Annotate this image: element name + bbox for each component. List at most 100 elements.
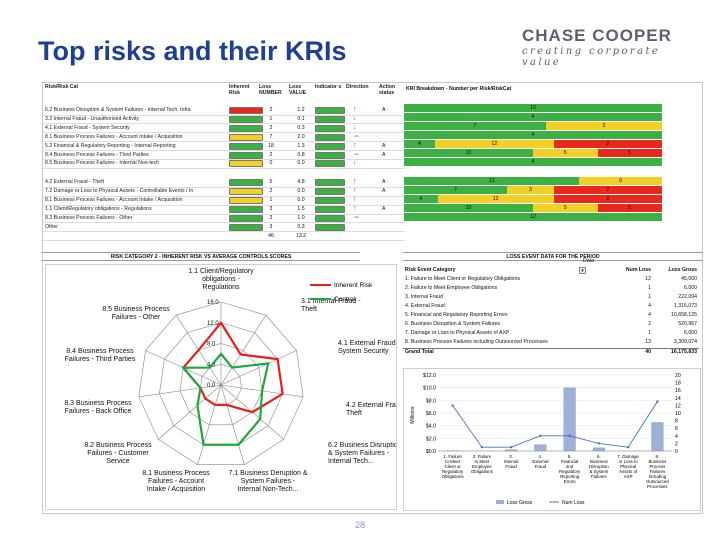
slide-title: Top risks and their KRIs <box>38 36 347 66</box>
pivot-num-loss: 2 <box>648 321 651 327</box>
radar-axis-label: 8.4 Business Process Failures - Third Par… <box>65 348 136 363</box>
pivot-category: 3. Internal Fraud <box>405 294 444 300</box>
kri-breakdown-segment: 4 <box>404 195 438 203</box>
kri-row-divider <box>43 231 405 233</box>
kri-row-label: 4.1 External Fraud - System Security <box>45 124 130 131</box>
pivot-header-loss-gross: Loss Gross <box>668 267 697 273</box>
kri-row: 8.4 Business Process Failures - Third Pa… <box>43 151 413 160</box>
direction-flat-icon: ⇔ <box>353 213 360 221</box>
kri-row: Other 3 0.3 <box>43 223 413 232</box>
pivot-total-gross: 16,175,833 <box>671 349 697 355</box>
pivot-num-loss: 4 <box>648 303 651 309</box>
radar-axis-label: 1.1 Client/Regulatory obligations -Regula… <box>188 268 254 291</box>
kri-row-divider <box>43 114 405 116</box>
combo-svg: $12.0$10.0$8.0$6.0$4.0$2.0$0.02018161412… <box>410 373 681 506</box>
pivot-loss-gross: 6,000 <box>684 330 697 336</box>
pivot-num-loss: 1 <box>648 285 651 291</box>
logo-tagline: creating corporate value <box>522 46 661 68</box>
dashboard-frame: Risk/Risk Cat Inherent Risk Loss NUMBER … <box>42 82 703 514</box>
radar-axis-label: 8.3 Business Process Failures - Back Offi… <box>64 400 132 415</box>
kri-loss-value: 1.3 <box>297 142 305 149</box>
kri-row-divider <box>43 167 405 169</box>
pivot-header-row: Risk Event Category Num Loss Loss Gross <box>403 267 699 276</box>
radar-axis-label: 8.1 Business Process Failures - Account In… <box>142 470 210 493</box>
pivot-loss-gross: 222,094 <box>678 294 697 300</box>
combo-line-point <box>480 446 484 449</box>
company-logo: CHASE COOPER creating corporate value <box>522 26 694 68</box>
pivot-num-loss: 12 <box>645 276 651 282</box>
combo-legend-line-label: Num Loss <box>562 500 585 506</box>
kri-action-status: A <box>382 179 386 186</box>
direction-up-icon: ↑ <box>353 196 357 204</box>
kri-row: 4.1 External Fraud - System Security 2 0.3… <box>43 124 413 133</box>
direction-flat-icon: ⇔ <box>353 132 360 140</box>
combo-legend-bar-label: Loss Gross <box>507 500 533 506</box>
direction-up-icon: ↑ <box>353 205 357 212</box>
direction-up-icon: ↑ <box>353 178 357 186</box>
kri-loss-number: 1 <box>269 197 273 204</box>
direction-down-icon: ↓ <box>353 123 357 131</box>
kri-row-label: 6.2 Business Disruption & System Failure… <box>45 107 191 113</box>
kri-breakdown-segment: 5 <box>533 149 598 157</box>
kri-row: 4.2 External Fraud - Theft 5 4.8 ↑ A <box>43 178 413 187</box>
kri-row-label: 5.2 Financial & Regulatory Reporting - I… <box>45 142 176 149</box>
direction-up-icon: ↑ <box>353 106 357 113</box>
radar-axis-label: 6.2 Business Disruption & System Failures… <box>328 442 396 465</box>
pivot-loss-gross: 6,000 <box>684 285 697 291</box>
kri-breakdown-segment: 10 <box>404 204 533 212</box>
pivot-num-loss: 1 <box>648 294 651 300</box>
combo-x-label: 5. Financial and Regulatory Reporting Errors <box>559 454 581 484</box>
kri-breakdown-segment: 2 <box>553 140 662 148</box>
kri-breakdown-segment: 3 <box>507 186 554 194</box>
combo-bar <box>563 387 576 452</box>
kri-breakdown-segment: 12 <box>404 213 662 221</box>
kri-row-divider <box>43 150 405 152</box>
kri-breakdown-segment: 4 <box>404 158 662 166</box>
combo-right-tick: 2 <box>675 441 678 447</box>
kri-breakdown-segment: 7 <box>404 122 546 130</box>
combo-line-point <box>568 434 571 437</box>
legend-inherent-label: Inherent Risk <box>334 282 373 289</box>
kri-breakdown-segment: 3 <box>545 122 662 130</box>
pivot-category: 5. Financial and Regulatory Reporting Er… <box>405 312 508 318</box>
pivot-row: 6. Business Disruption & System Failures… <box>403 321 699 330</box>
kri-row-divider <box>43 240 405 242</box>
pivot-row: 5. Financial and Regulatory Reporting Er… <box>403 312 699 321</box>
kri-breakdown-segment: 6 <box>579 177 662 185</box>
filter-dropdown-icon[interactable]: ▾ <box>579 267 586 274</box>
combo-left-tick: $6.0 <box>426 411 436 417</box>
kri-breakdown-segment: 5 <box>597 204 662 212</box>
combo-x-label: 8. Business Process Failures Including Outsou… <box>646 454 669 489</box>
kri-row-divider <box>43 132 405 134</box>
combo-right-tick: 16 <box>675 388 681 394</box>
kri-loss-number: 5 <box>269 179 273 186</box>
combo-line-point <box>509 446 513 449</box>
kri-action-status: A <box>382 188 386 195</box>
kri-indicator-status <box>315 133 345 141</box>
kri-breakdown-segment: 4 <box>404 140 435 148</box>
combo-x-label: 2. Failure to Meet Employee Obligations <box>471 454 494 474</box>
logo-name: CHASE COOPER <box>522 26 672 45</box>
radar-spoke <box>197 384 222 465</box>
radar-axis-label: 3.1 Internal Fraud -Theft <box>301 298 361 313</box>
page-number: 28 <box>354 520 365 530</box>
combo-right-tick: 20 <box>675 373 681 379</box>
kri-row-label: 8.2 Business Process Failures - Other <box>45 214 133 221</box>
kri-row: 8.2 Business Process Failures - Other 3 1.… <box>43 214 413 223</box>
pivot-total-label: Grand Total <box>405 349 434 355</box>
inherent-risk-indicator <box>229 188 263 196</box>
kri-breakdown-segment: 10 <box>404 104 662 112</box>
kri-loss-number: 3 <box>269 214 273 221</box>
loss-section-header: LOSS EVENT DATA FOR THE PERIOD <box>403 252 703 261</box>
kri-loss-value: 13.2 <box>295 232 307 239</box>
kri-breakdown-segment: 12 <box>404 177 580 185</box>
inherent-risk-indicator <box>229 142 263 150</box>
header-action-status: Action status <box>379 84 396 96</box>
radar-spoke <box>138 384 222 398</box>
pivot-total-num: 40 <box>645 349 651 355</box>
direction-down-icon: ↓ <box>353 159 357 167</box>
kri-row-divider <box>43 195 405 197</box>
kri-loss-value: 1.2 <box>297 107 305 113</box>
kri-loss-number: 3 <box>269 223 273 230</box>
radar-tick-label: 12.0 <box>207 321 219 327</box>
